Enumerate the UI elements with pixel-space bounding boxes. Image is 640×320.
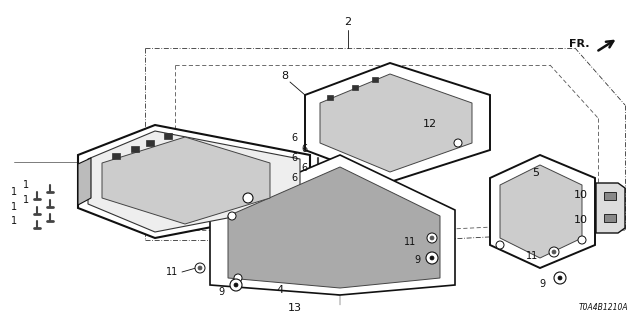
Text: T0A4B1210A: T0A4B1210A bbox=[579, 303, 628, 312]
Text: 10: 10 bbox=[574, 190, 588, 200]
Text: 6: 6 bbox=[291, 153, 297, 163]
Circle shape bbox=[578, 236, 586, 244]
Text: 1: 1 bbox=[23, 195, 29, 205]
Circle shape bbox=[496, 241, 504, 249]
Text: 12: 12 bbox=[423, 119, 437, 129]
Text: 11: 11 bbox=[166, 267, 178, 277]
Polygon shape bbox=[320, 74, 472, 172]
Bar bbox=[131, 146, 139, 152]
Circle shape bbox=[430, 256, 434, 260]
Bar bbox=[146, 140, 154, 146]
Bar bbox=[164, 133, 172, 139]
Text: 2: 2 bbox=[344, 17, 351, 27]
Polygon shape bbox=[500, 165, 582, 258]
Bar bbox=[112, 153, 120, 159]
Text: 1: 1 bbox=[23, 180, 29, 190]
Circle shape bbox=[454, 139, 462, 147]
Text: 8: 8 bbox=[282, 71, 289, 81]
Text: 11: 11 bbox=[525, 251, 538, 261]
Circle shape bbox=[549, 247, 559, 257]
Text: 13: 13 bbox=[288, 303, 302, 313]
Polygon shape bbox=[210, 155, 455, 295]
Circle shape bbox=[243, 193, 253, 203]
Polygon shape bbox=[490, 155, 595, 268]
Bar bbox=[604, 192, 616, 200]
Text: 1: 1 bbox=[11, 216, 17, 226]
Polygon shape bbox=[78, 158, 91, 205]
Bar bbox=[327, 95, 333, 100]
Circle shape bbox=[430, 236, 434, 240]
Bar bbox=[372, 77, 378, 82]
Text: 6: 6 bbox=[301, 144, 307, 154]
Circle shape bbox=[198, 266, 202, 270]
Bar bbox=[604, 214, 616, 222]
Polygon shape bbox=[228, 167, 440, 288]
Text: 6: 6 bbox=[291, 133, 297, 143]
Polygon shape bbox=[78, 125, 310, 238]
Polygon shape bbox=[102, 137, 270, 224]
Polygon shape bbox=[88, 131, 300, 232]
Text: 6: 6 bbox=[291, 173, 297, 183]
Text: FR.: FR. bbox=[570, 39, 590, 49]
Text: 9: 9 bbox=[218, 287, 224, 297]
Text: 1: 1 bbox=[11, 202, 17, 212]
Circle shape bbox=[195, 263, 205, 273]
Circle shape bbox=[426, 252, 438, 264]
Circle shape bbox=[228, 212, 236, 220]
Text: 10: 10 bbox=[574, 215, 588, 225]
Text: 9: 9 bbox=[414, 255, 420, 265]
Circle shape bbox=[558, 276, 562, 280]
Circle shape bbox=[230, 279, 242, 291]
Text: 5: 5 bbox=[532, 168, 540, 178]
Circle shape bbox=[234, 283, 238, 287]
Text: 11: 11 bbox=[404, 237, 416, 247]
Circle shape bbox=[552, 250, 556, 254]
Text: 1: 1 bbox=[11, 187, 17, 197]
Text: 4: 4 bbox=[276, 285, 284, 295]
Circle shape bbox=[554, 272, 566, 284]
Text: 9: 9 bbox=[540, 279, 546, 289]
Bar bbox=[352, 85, 358, 90]
Polygon shape bbox=[305, 63, 490, 182]
Circle shape bbox=[427, 233, 437, 243]
Circle shape bbox=[234, 274, 242, 282]
Polygon shape bbox=[596, 183, 625, 233]
Text: 6: 6 bbox=[301, 163, 307, 173]
